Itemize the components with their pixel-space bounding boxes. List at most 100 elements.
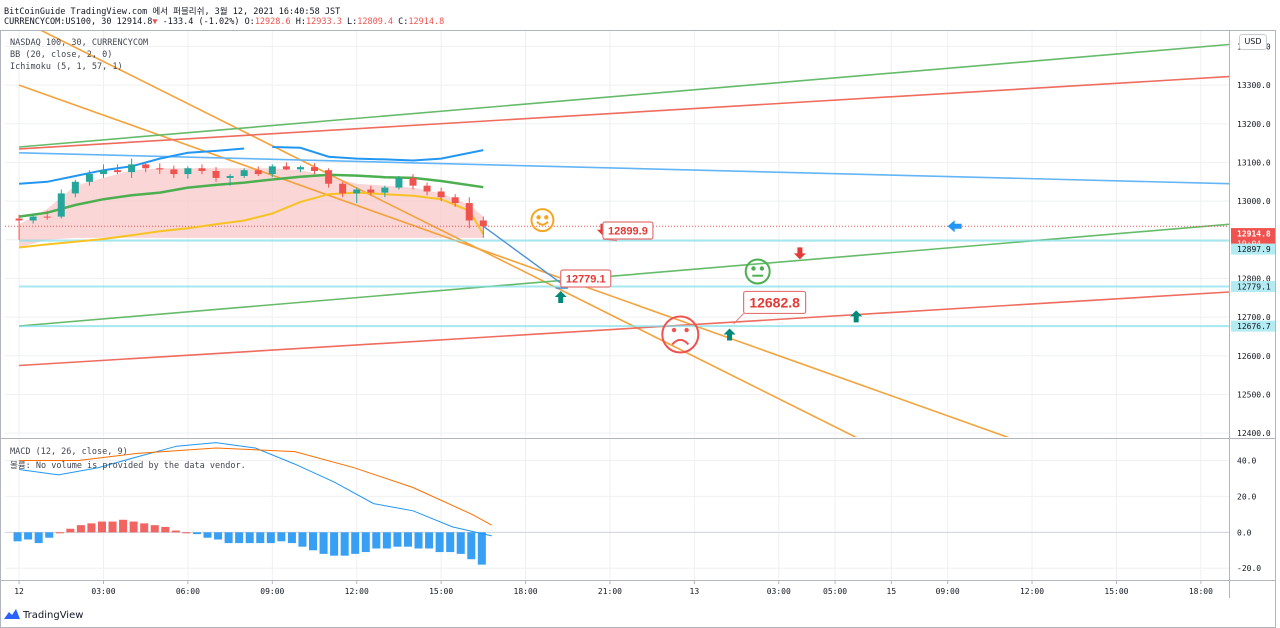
time-tick-label: 15:00 (429, 587, 453, 596)
candle-body (57, 193, 65, 217)
high-value: 12933.3 (306, 17, 342, 27)
macd-histogram-bar (55, 532, 64, 534)
arrow-up-icon (723, 328, 736, 341)
trend-line-5 (19, 152, 1229, 185)
ichimoku-cloud (19, 168, 484, 248)
candle-body (142, 164, 150, 169)
candle-body (128, 164, 136, 173)
macd-histogram-bar (467, 532, 476, 560)
time-tick-label: 18:00 (1189, 587, 1213, 596)
macd-histogram-bar (456, 532, 465, 554)
candle-body (43, 216, 51, 218)
candle (268, 164, 276, 178)
face-eye (671, 327, 677, 333)
candle-body (240, 170, 248, 176)
candle (71, 179, 79, 198)
candle-body (325, 170, 333, 184)
tradingview-icon (4, 609, 20, 619)
price-tick-label: 13000.0 (1237, 197, 1271, 206)
candle-body (29, 216, 37, 221)
candle-body (367, 189, 375, 193)
legend-macd[interactable]: MACD (12, 26, close, 9) (10, 447, 128, 457)
macd-histogram-bar (34, 532, 43, 544)
face-mouth (536, 221, 549, 226)
time-tick-label: 12:00 (345, 587, 369, 596)
candle-body (198, 168, 206, 171)
candle (254, 166, 262, 176)
price-tick-label: 13200.0 (1237, 120, 1271, 129)
arrow-up-icon (554, 291, 567, 304)
macd-histogram-bar (192, 532, 201, 535)
macd-histogram-bar (277, 532, 286, 542)
last-price: 12914.8 (116, 17, 153, 27)
macd-histogram-bar (235, 532, 244, 544)
trend-line-2 (40, 31, 858, 437)
macd-histogram-bar (76, 525, 85, 533)
main-pane: 12899.9 12779.1 12682.8 (5, 31, 1229, 437)
face-mouth (671, 338, 690, 346)
face-eye (759, 266, 765, 271)
callout-box (560, 269, 612, 288)
macd-histogram-bar (129, 521, 138, 533)
macd-histogram-bar (45, 532, 54, 538)
price-tick-label: 12600.0 (1237, 352, 1271, 361)
candle-body (282, 166, 290, 170)
time-tick-label: 06:00 (176, 587, 200, 596)
macd-histogram-bar (214, 532, 223, 540)
high-label: H: (295, 17, 307, 27)
price-axis-label: 12676.7 (1231, 320, 1275, 332)
tradingview-logo[interactable]: TradingView (4, 609, 83, 621)
time-tick-label: 18:00 (514, 587, 538, 596)
price-axis-label-text: 12897.9 (1237, 245, 1271, 254)
candle (212, 167, 220, 182)
time-tick-label: 15 (887, 587, 897, 596)
time-tick-label: 13 (690, 587, 700, 596)
candle-body (184, 168, 192, 175)
face-outline (744, 258, 771, 285)
candle (311, 163, 319, 175)
legend-bb[interactable]: BB (20, close, 2, 0) (10, 50, 113, 60)
macd-histogram-bar (97, 521, 106, 533)
currency-button[interactable]: USD (1239, 34, 1267, 50)
price-tick-label: 12500.0 (1237, 390, 1271, 399)
trend-line-3 (19, 43, 1229, 148)
candle-body (296, 167, 304, 170)
candle-body (212, 170, 220, 178)
macd-line (19, 442, 492, 537)
candle (451, 194, 459, 207)
legend-ichimoku[interactable]: Ichimoku (5, 1, 57, 1) (10, 62, 123, 72)
candle-body (381, 187, 389, 193)
trend-line-4 (19, 75, 1229, 150)
macd-histogram-bar (203, 532, 212, 538)
candle-body (226, 176, 234, 178)
candle (437, 187, 445, 202)
candle-body (339, 183, 347, 194)
time-tick-label: 15:00 (1104, 587, 1128, 596)
macd-histogram-bar (287, 532, 296, 544)
price-callout: 12779.1 (560, 269, 612, 288)
macd-histogram-bar (66, 528, 75, 533)
macd-tick-label: 20.0 (1237, 492, 1256, 501)
legend-symbol[interactable]: NASDAQ 100, 30, CURRENCYCOM (10, 38, 149, 48)
face-outline (530, 208, 555, 233)
time-tick-label: 03:00 (767, 587, 791, 596)
callout-text: 12899.9 (608, 226, 648, 238)
macd-histogram-bar (298, 532, 307, 547)
candle-body (395, 177, 403, 188)
open-label: O: (244, 17, 255, 27)
publish-info: BitCoinGuide TradingView.com 에서 퍼블리쉬, 3월… (4, 7, 341, 17)
price-tick-label: 12800.0 (1237, 274, 1271, 283)
tenkan-line (18, 191, 485, 249)
price-callout: 12899.9 (602, 221, 654, 242)
candle-body (423, 185, 431, 192)
macd-histogram-bar (140, 523, 149, 533)
price-tick-label: 13300.0 (1237, 81, 1271, 90)
price-axis-label-bg (1231, 281, 1275, 293)
candle (465, 197, 473, 229)
candle (114, 164, 122, 175)
macd-tick-label: -20.0 (1237, 564, 1261, 573)
price-axis-label-bg (1231, 243, 1275, 255)
candle (43, 210, 51, 220)
